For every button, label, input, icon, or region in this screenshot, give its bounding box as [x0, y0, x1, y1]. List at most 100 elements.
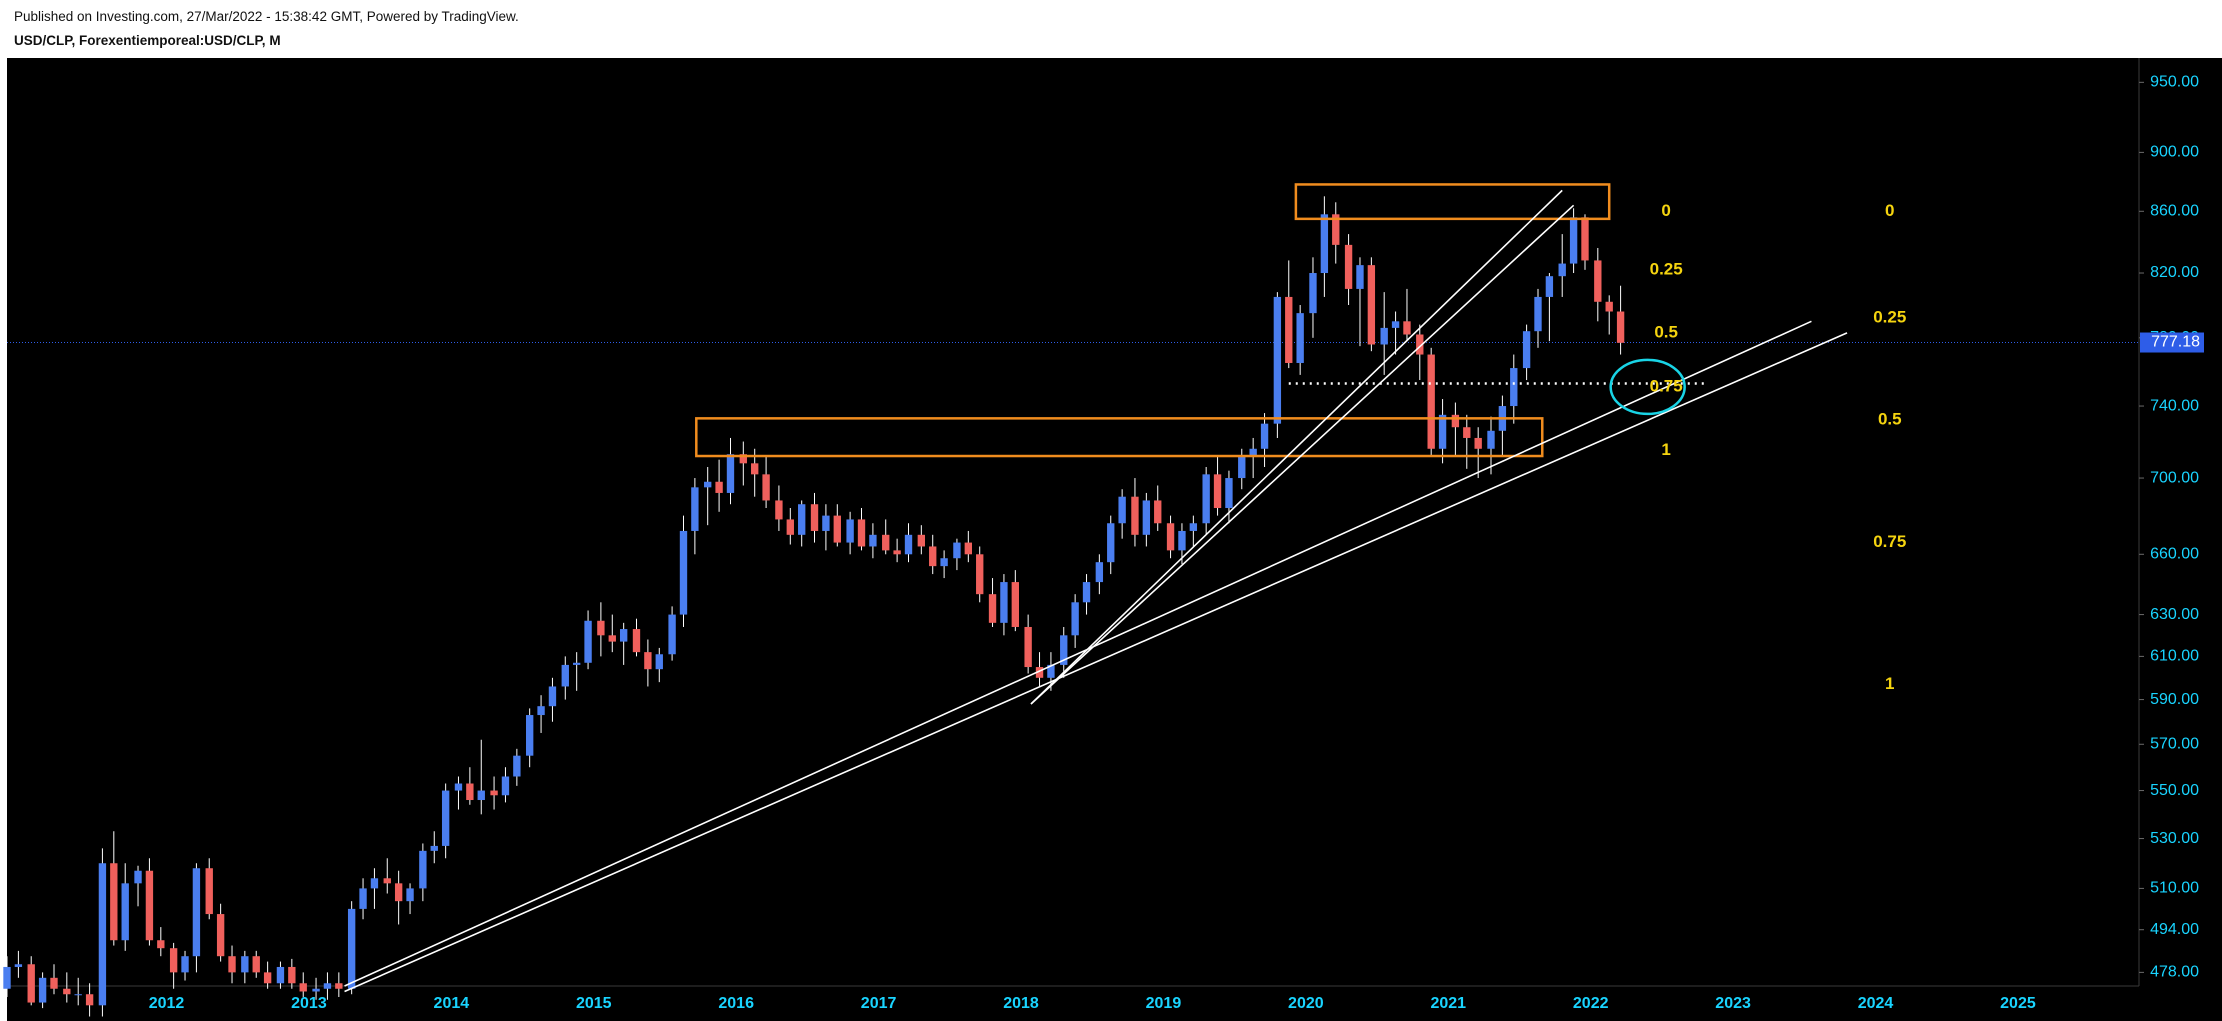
candle-body [1213, 474, 1222, 509]
fib-label: 0.75 [1650, 376, 1683, 395]
candle-body [359, 888, 367, 909]
candle-body [597, 620, 605, 636]
last-price-tag-bg [2140, 332, 2204, 353]
candle-body [904, 534, 913, 555]
x-tick-label: 2024 [1858, 995, 1894, 1012]
y-tick-label: 660.00 [2150, 546, 2199, 563]
candle-body [1273, 296, 1282, 424]
candle-body [1202, 474, 1210, 524]
symbol-title: USD/CLP, Forexentiemporeal:USD/CLP, M [14, 33, 281, 48]
candle-body [1260, 423, 1269, 449]
fib-label: 1 [1661, 440, 1670, 459]
candle-body [276, 966, 285, 984]
candle-body [1107, 523, 1115, 563]
candle-body [1011, 582, 1019, 627]
candle-body [775, 500, 783, 520]
fib-label: 0.75 [1873, 532, 1906, 551]
last-price-label: 777.18 [2151, 334, 2200, 351]
candle-body [1154, 500, 1162, 524]
candle-body [644, 652, 652, 670]
candle-body [1569, 217, 1578, 264]
candle-body [561, 664, 569, 687]
candle-body [1142, 500, 1151, 535]
candle-body [169, 948, 178, 973]
candle-body [1487, 430, 1495, 449]
supply-demand-zone [1294, 183, 1611, 221]
candle-body [490, 790, 498, 796]
y-tick-label: 630.00 [2150, 606, 2199, 623]
candle-body [691, 487, 699, 531]
candle-body [74, 994, 82, 996]
candle-body [1594, 260, 1602, 302]
candle-body [228, 956, 236, 973]
trendline [344, 332, 1848, 993]
candle-body [1249, 448, 1257, 457]
candle-body [216, 914, 225, 957]
candle-body [1060, 635, 1068, 665]
candle-body [726, 454, 735, 493]
candle-body [145, 870, 154, 941]
fib-label: 1 [1885, 674, 1894, 693]
candle-body [1545, 276, 1554, 297]
candle-body [394, 883, 403, 902]
trendline [1030, 204, 1575, 705]
x-tick-label: 2023 [1715, 995, 1751, 1012]
candle-body [323, 983, 332, 989]
candle-body [1309, 273, 1317, 314]
fib-label: 0.5 [1878, 410, 1902, 429]
candle-body [27, 964, 35, 1003]
candle-body [335, 983, 343, 989]
x-tick-label: 2019 [1146, 995, 1182, 1012]
x-tick-label: 2012 [149, 995, 185, 1012]
y-tick-label: 590.00 [2150, 691, 2199, 708]
candle-body [121, 883, 129, 941]
candle-body [1320, 214, 1329, 274]
fib-labels: 0 0.25 0.5 0.75 1 0 0.25 0.5 0.75 1 [1650, 201, 1907, 693]
candle-body [1238, 456, 1246, 479]
candle-body [134, 870, 142, 884]
x-tick-label: 2022 [1573, 995, 1609, 1012]
candle-body [419, 850, 427, 889]
candle-body [655, 654, 663, 670]
x-tick-label: 2020 [1288, 995, 1324, 1012]
candle-body [679, 530, 688, 615]
y-tick-label: 860.00 [2150, 203, 2199, 220]
candle-body [1225, 478, 1233, 509]
candle-body [572, 662, 581, 665]
y-tick-label: 700.00 [2150, 469, 2199, 486]
candle-body [1189, 523, 1198, 531]
y-tick-label: 950.00 [2150, 74, 2199, 91]
candle-body [548, 686, 557, 707]
y-tick-labels: 950.00900.00860.00820.00780.00740.00700.… [2139, 74, 2199, 981]
candle-body [608, 635, 616, 642]
candle-body [1616, 311, 1625, 343]
x-tick-label: 2021 [1430, 995, 1466, 1012]
candle-body [430, 845, 438, 851]
candle-body [1522, 331, 1531, 369]
candle-body [893, 550, 901, 555]
candle-body [1463, 427, 1471, 438]
candle-body [1558, 263, 1566, 277]
x-tick-label: 2025 [2000, 995, 2036, 1012]
y-tick-label: 494.00 [2150, 921, 2199, 938]
plot-area[interactable] [7, 58, 2139, 986]
candle-body [3, 966, 11, 989]
candle-body [1380, 327, 1388, 345]
candles [3, 196, 1625, 1017]
candle-body [288, 966, 296, 984]
candle-body [181, 956, 189, 973]
candle-body [263, 972, 272, 984]
candle-body [964, 542, 973, 555]
candle-body [1344, 244, 1353, 289]
time-axis[interactable] [7, 986, 2222, 1021]
candle-body [1438, 414, 1447, 449]
candle-body [110, 863, 118, 941]
y-tick-label: 820.00 [2150, 264, 2199, 281]
candle-body [441, 790, 450, 846]
candle-body [882, 534, 890, 551]
y-tick-label: 610.00 [2150, 648, 2199, 665]
price-axis[interactable] [2139, 58, 2222, 986]
candle-body [786, 519, 794, 535]
candle-body [810, 504, 819, 531]
